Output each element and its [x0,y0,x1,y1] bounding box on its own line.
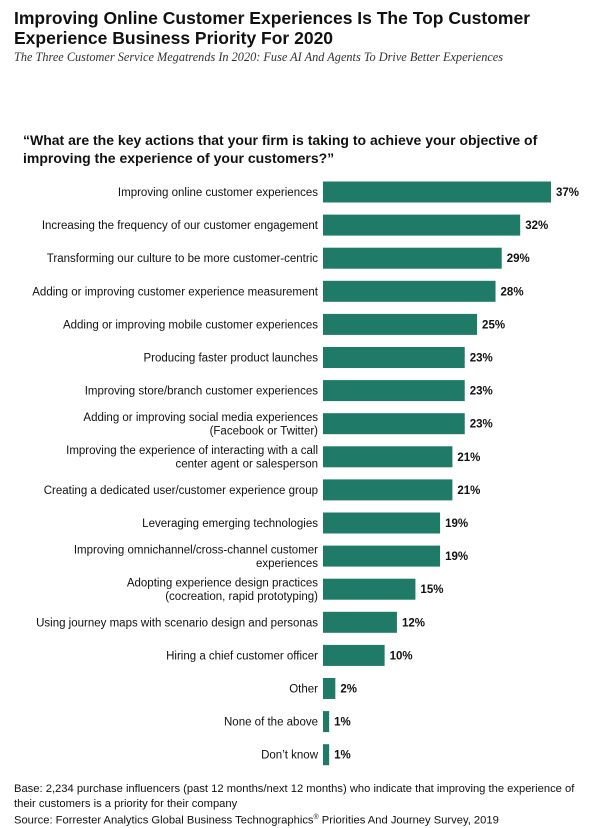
category-label: Producing faster product launches [143,353,318,365]
value-label: 10% [390,650,413,662]
bar [323,313,478,335]
survey-question: “What are the key actions that your firm… [23,132,538,166]
category-label-line: None of the above [224,717,318,729]
value-label: 1% [334,717,351,729]
bar [323,181,551,203]
category-label-line: (Facebook or Twitter) [210,425,319,437]
bar [323,711,330,733]
category-label: Adding or improving customer experience … [32,286,319,298]
bar [323,611,397,633]
base-note: Base: 2,234 purchase influencers (past 1… [14,783,575,810]
category-label-line: (cocreation, rapid prototyping) [165,591,318,603]
category-label-line: Other [289,684,318,696]
category-label: None of the above [224,717,318,729]
value-label: 32% [525,220,548,232]
value-label: 21% [457,452,480,464]
category-label: Adding or improving social media experie… [83,412,318,438]
category-label: Adding or improving mobile customer expe… [63,319,318,331]
category-label-line: Improving online customer experiences [118,187,318,199]
category-label: Improving omnichannel/cross-channel cust… [74,544,318,570]
value-label: 21% [457,485,480,497]
source-text-end: Priorities And Journey Survey, 2019 [318,814,499,827]
category-label: Using journey maps with scenario design … [36,617,318,629]
category-label: Improving store/branch customer experien… [85,386,319,398]
category-label-line: Creating a dedicated user/customer exper… [44,485,318,497]
category-label-line: Increasing the frequency of our customer… [42,220,319,232]
value-label: 29% [507,253,530,265]
chart-footer: Base: 2,234 purchase influencers (past 1… [14,782,594,828]
category-label: Hiring a chief customer officer [166,650,318,662]
category-label-line: Using journey maps with scenario design … [36,617,318,629]
bar [323,446,453,468]
value-label: 23% [470,419,493,431]
category-label-line: Hiring a chief customer officer [166,650,318,662]
category-label-line: Transforming our culture to be more cust… [47,253,318,265]
category-label: Transforming our culture to be more cust… [47,253,318,265]
value-label: 19% [445,551,468,563]
category-label: Creating a dedicated user/customer exper… [44,485,318,497]
value-label: 23% [470,386,493,398]
category-label: Don’t know [261,750,319,762]
value-label: 37% [556,187,579,199]
bar [323,247,502,269]
category-label: Improving the experience of interacting … [66,445,318,471]
value-label: 15% [420,584,443,596]
bar [323,545,441,567]
category-label-line: Leveraging emerging technologies [142,518,318,530]
bar [323,214,521,236]
category-label-line: center agent or salesperson [175,459,318,471]
category-label: Improving online customer experiences [118,187,318,199]
bar [323,678,336,699]
bar [323,380,465,402]
category-label: Increasing the frequency of our customer… [42,220,319,232]
category-label: Leveraging emerging technologies [142,518,318,530]
bar [323,512,441,534]
chart-title: Improving Online Customer Experiences Is… [14,8,531,48]
category-label-line: experiences [256,558,318,570]
category-label: Other [289,684,318,696]
bar-chart: 37% Improving online customer experiences… [32,181,579,766]
bar [323,347,465,368]
value-label: 23% [470,353,493,365]
value-label: 12% [402,617,425,629]
category-label-line: Adding or improving mobile customer expe… [63,319,318,331]
category-label-line: Improving omnichannel/cross-channel cust… [74,544,318,556]
bar [323,413,465,435]
category-label-line: Don’t know [261,750,319,762]
category-label-line: Producing faster product launches [143,353,318,365]
category-label-line: Adding or improving social media experie… [83,412,318,424]
source-text: Source: Forrester Analytics Global Busin… [14,814,314,827]
value-label: 19% [445,518,468,530]
category-label-line: Adopting experience design practices [127,577,318,589]
bar [323,578,416,600]
value-label: 28% [501,286,524,298]
value-label: 25% [482,319,505,331]
value-label: 1% [334,750,351,762]
category-label-line: Improving store/branch customer experien… [85,386,319,398]
category-label-line: Improving the experience of interacting … [66,445,318,457]
category-label: Adopting experience design practices (coc… [127,577,318,603]
bar [323,479,453,501]
chart-subtitle: The Three Customer Service Megatrends In… [14,50,504,64]
bar [323,280,496,302]
category-label-line: Adding or improving customer experience … [32,286,319,298]
registered-mark: ® [313,814,319,821]
bar [323,644,385,666]
bar [323,744,330,766]
source-note: Source: Forrester Analytics Global Busin… [14,811,594,828]
value-label: 2% [340,684,357,696]
